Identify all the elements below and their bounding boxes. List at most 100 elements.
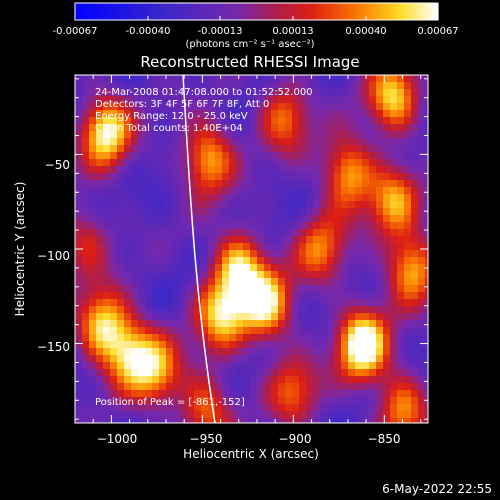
heatmap-cell: [418, 271, 426, 279]
heatmap-cell: [313, 418, 321, 423]
heatmap-cell: [369, 369, 377, 377]
heatmap-cell: [131, 110, 139, 118]
heatmap-cell: [145, 96, 153, 104]
heatmap-cell: [208, 250, 216, 258]
heatmap-cell: [110, 236, 118, 244]
heatmap-cell: [362, 271, 370, 279]
heatmap-cell: [243, 89, 251, 97]
heatmap-cell: [208, 243, 216, 251]
heatmap-cell: [152, 110, 160, 118]
heatmap-cell: [264, 82, 272, 90]
heatmap-cell: [103, 243, 111, 251]
heatmap-cell: [82, 404, 90, 412]
heatmap-cell: [320, 131, 328, 139]
heatmap-cell: [334, 222, 342, 230]
heatmap-cell: [264, 411, 272, 419]
heatmap-cell: [341, 138, 349, 146]
y-tick-label: −50: [44, 158, 70, 172]
heatmap-cell: [404, 243, 412, 251]
heatmap-cell: [124, 82, 132, 90]
heatmap-cell: [285, 334, 293, 342]
heatmap-cell: [117, 355, 125, 363]
heatmap-cell: [222, 327, 230, 335]
heatmap-cell: [236, 362, 244, 370]
heatmap-cell: [425, 82, 428, 90]
heatmap-cell: [334, 264, 342, 272]
heatmap-cell: [404, 96, 412, 104]
heatmap-cell: [348, 257, 356, 265]
heatmap-cell: [173, 271, 181, 279]
heatmap-cell: [341, 173, 349, 181]
heatmap-cell: [418, 82, 426, 90]
heatmap-cell: [341, 327, 349, 335]
heatmap-cell: [166, 299, 174, 307]
heatmap-cell: [96, 292, 104, 300]
heatmap-cell: [124, 376, 132, 384]
heatmap-cell: [327, 292, 335, 300]
heatmap-cell: [320, 180, 328, 188]
heatmap-cell: [313, 411, 321, 419]
heatmap-cell: [320, 285, 328, 293]
heatmap-cell: [271, 313, 279, 321]
heatmap-cell: [152, 418, 160, 423]
heatmap-cell: [173, 327, 181, 335]
heatmap-cell: [215, 313, 223, 321]
heatmap-cell: [138, 96, 146, 104]
heatmap-cell: [320, 117, 328, 125]
heatmap-cell: [341, 383, 349, 391]
heatmap-cell: [96, 229, 104, 237]
heatmap-cell: [96, 355, 104, 363]
heatmap-cell: [187, 341, 195, 349]
heatmap-cell: [313, 180, 321, 188]
heatmap-cell: [96, 103, 104, 111]
heatmap-cell: [285, 390, 293, 398]
heatmap-cell: [292, 96, 300, 104]
heatmap-cell: [166, 397, 174, 405]
heatmap-cell: [271, 334, 279, 342]
heatmap-cell: [201, 75, 209, 83]
heatmap-cell: [306, 418, 314, 423]
heatmap-cell: [369, 306, 377, 314]
heatmap-cell: [166, 320, 174, 328]
heatmap-cell: [103, 327, 111, 335]
colorbar-segment: [99, 3, 103, 20]
heatmap-cell: [306, 299, 314, 307]
heatmap-cell: [299, 390, 307, 398]
heatmap-cell: [383, 362, 391, 370]
heatmap-cell: [327, 348, 335, 356]
heatmap-cell: [320, 82, 328, 90]
heatmap-cell: [117, 180, 125, 188]
heatmap-cell: [285, 271, 293, 279]
heatmap-cell: [404, 292, 412, 300]
heatmap-cell: [271, 320, 279, 328]
heatmap-cell: [404, 348, 412, 356]
heatmap-cell: [369, 250, 377, 258]
heatmap-cell: [390, 299, 398, 307]
colorbar-segment: [265, 3, 270, 20]
heatmap-cell: [264, 124, 272, 132]
heatmap-cell: [271, 89, 279, 97]
heatmap-cell: [404, 194, 412, 202]
colorbar-segment: [147, 3, 152, 20]
heatmap-cell: [89, 152, 97, 160]
heatmap-cell: [257, 201, 265, 209]
heatmap-cell: [194, 187, 202, 195]
heatmap-cell: [411, 369, 419, 377]
heatmap-cell: [257, 152, 265, 160]
heatmap-cell: [334, 131, 342, 139]
heatmap-cell: [117, 236, 125, 244]
heatmap-cell: [138, 341, 146, 349]
heatmap-cell: [341, 278, 349, 286]
heatmap-cell: [271, 369, 279, 377]
heatmap-cell: [411, 418, 419, 423]
heatmap-cell: [292, 271, 300, 279]
heatmap-cell: [229, 110, 237, 118]
heatmap-cell: [236, 334, 244, 342]
heatmap-cell: [411, 313, 419, 321]
heatmap-cell: [222, 362, 230, 370]
heatmap-cell: [278, 376, 286, 384]
heatmap-cell: [131, 306, 139, 314]
heatmap-cell: [96, 278, 104, 286]
heatmap-cell: [257, 236, 265, 244]
heatmap-cell: [103, 152, 111, 160]
